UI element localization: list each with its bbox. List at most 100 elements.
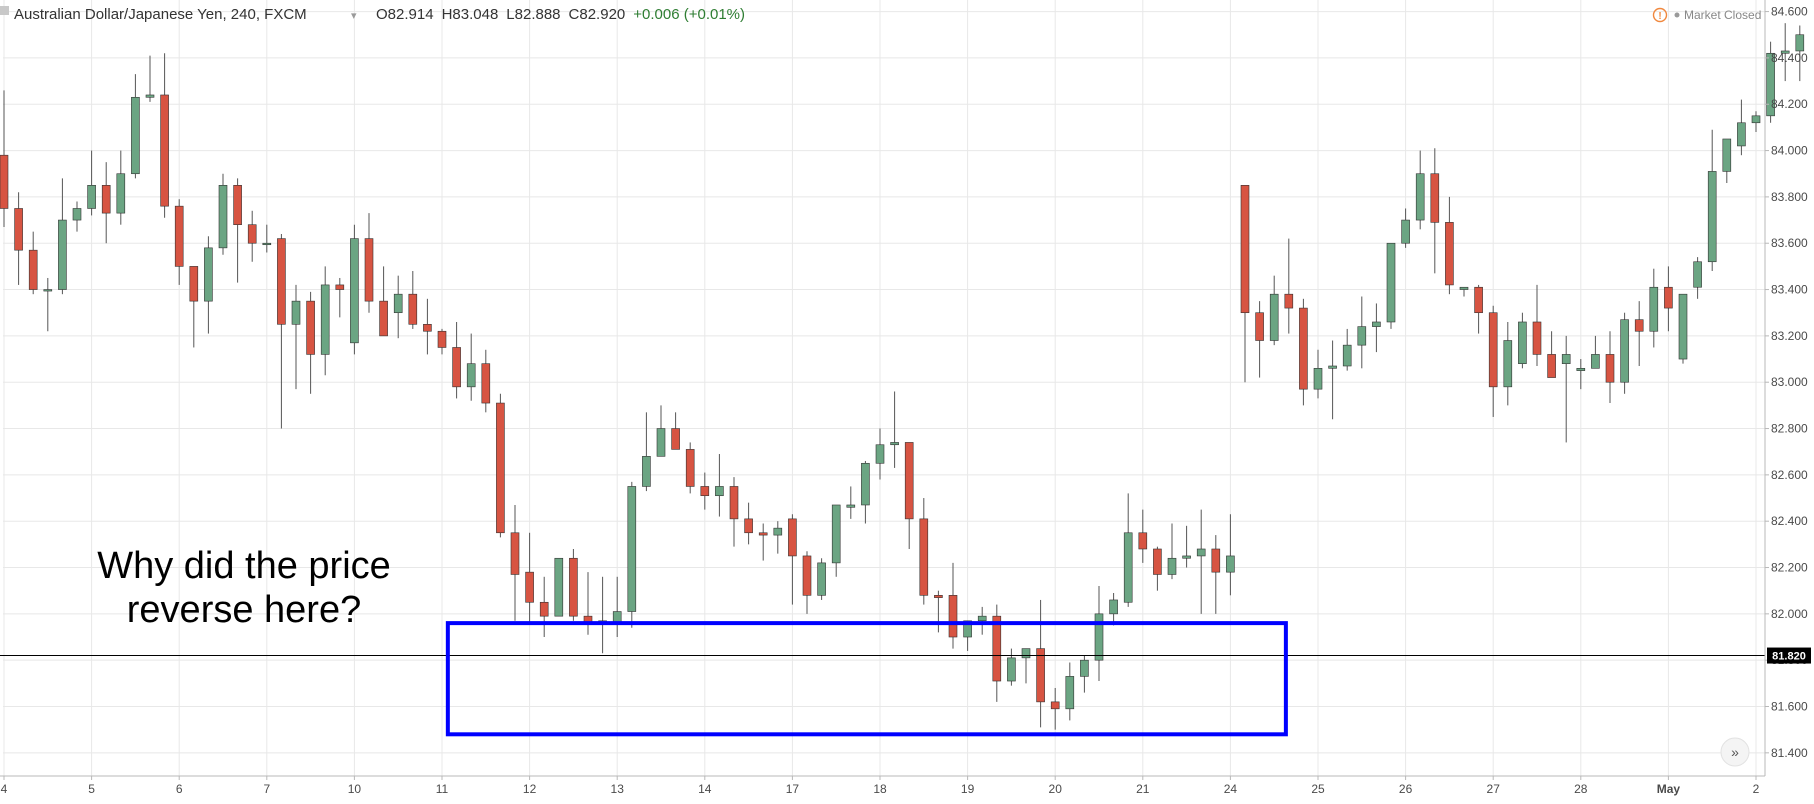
candle-body-up <box>656 428 666 457</box>
candle <box>1313 349 1323 399</box>
candle-body-down <box>1488 312 1498 388</box>
candle <box>1328 340 1337 420</box>
candle-body-up <box>393 293 403 314</box>
candle-body-up <box>1386 242 1396 323</box>
candle-body-up <box>831 504 841 564</box>
time-axis[interactable]: 4 5 6 7 10 11 12 13 14 17 18 19 20 21 24 25 26 27 28 May 2 <box>0 775 1765 796</box>
candle-body-down <box>481 363 491 404</box>
candle-body-down <box>1240 185 1250 314</box>
symbol-title[interactable]: Australian Dollar/Japanese Yen, 240, FXC… <box>14 6 307 23</box>
candle <box>1503 321 1513 406</box>
candle-body-down <box>1284 293 1294 309</box>
candle <box>934 590 943 633</box>
candle-body-down <box>1050 701 1060 710</box>
candle-body-down <box>423 323 432 332</box>
candle <box>1605 331 1615 404</box>
candle-body-up <box>817 562 826 596</box>
price-tick-label: 84.600 <box>1771 5 1808 19</box>
candle <box>510 504 520 621</box>
candle-body-up <box>350 238 359 344</box>
candle <box>1415 150 1425 230</box>
candle <box>1766 41 1775 123</box>
scroll-to-latest-button[interactable]: » <box>1720 737 1750 767</box>
candle-body-down <box>1211 548 1221 573</box>
candle <box>642 412 651 492</box>
candle-body-down <box>1532 321 1542 355</box>
time-tick-label: 26 <box>1399 782 1413 796</box>
open-value: 82.914 <box>388 6 434 23</box>
candle-body-down <box>569 557 578 617</box>
price-tick-label: 82.200 <box>1771 561 1808 575</box>
price-tick-label: 84.400 <box>1771 51 1808 65</box>
candle-body-up <box>204 247 213 302</box>
candle <box>233 178 242 283</box>
time-tick-label: 6 <box>176 782 183 796</box>
candle <box>1123 493 1133 607</box>
candle-body-down <box>525 571 534 603</box>
price-tick-label: 84.200 <box>1771 97 1808 111</box>
candle-body-down <box>1445 222 1454 286</box>
candle <box>58 178 67 295</box>
candle <box>1021 648 1031 684</box>
price-tick-label: 81.600 <box>1771 700 1808 714</box>
candle-body-up <box>1123 532 1133 603</box>
candle <box>1357 296 1367 369</box>
price-axis[interactable]: 84.600 84.400 84.200 84.000 83.800 83.600 83.4… <box>1764 0 1808 776</box>
candle-body-up <box>218 185 228 249</box>
candle-body-down <box>247 224 257 244</box>
chevron-down-icon[interactable]: ▾ <box>351 10 357 22</box>
annotation: Why did the price reverse here? <box>97 545 391 631</box>
candle-body-up <box>1780 50 1790 54</box>
double-chevron-right-icon[interactable]: » <box>1731 744 1739 760</box>
candle <box>1094 586 1104 682</box>
candle-body-up <box>1167 557 1177 575</box>
candle-body-down <box>1664 286 1673 309</box>
candle-body-up <box>1620 319 1629 383</box>
price-tick-label: 82.400 <box>1771 514 1808 528</box>
candle <box>452 321 461 399</box>
candle-body-up <box>1503 340 1513 388</box>
price-tick-label: 83.600 <box>1771 236 1808 250</box>
candle <box>715 454 724 517</box>
candle <box>1664 266 1673 332</box>
candle <box>350 224 359 355</box>
candle <box>1007 648 1016 686</box>
time-tick-label: 25 <box>1311 782 1325 796</box>
candle-body-up <box>320 284 330 355</box>
candle <box>1386 242 1396 329</box>
candle <box>919 498 929 605</box>
time-tick-label: 18 <box>873 782 887 796</box>
candle-body-up <box>715 486 724 497</box>
candle-body-down <box>802 555 812 596</box>
candle <box>1474 284 1483 334</box>
candle <box>1518 312 1527 369</box>
candle-body-up <box>554 557 564 617</box>
price-tick-label: 82.800 <box>1771 422 1808 436</box>
time-tick-label: 12 <box>523 782 537 796</box>
candle <box>1196 509 1206 614</box>
time-tick-label: 27 <box>1487 782 1501 796</box>
price-tick-label: 83.800 <box>1771 190 1808 204</box>
market-status-text: Market Closed <box>1684 8 1761 22</box>
candle-body-down <box>1547 354 1556 378</box>
candle-body-down <box>277 238 286 325</box>
candle <box>28 231 38 295</box>
candle <box>1080 655 1089 693</box>
candle-body-down <box>1634 319 1644 332</box>
candle-body-down <box>1605 354 1615 383</box>
high-label: H <box>442 6 453 23</box>
last-price-label: 81.820 <box>1772 651 1806 663</box>
scroll-button-bg[interactable] <box>1720 737 1750 767</box>
candle <box>1751 111 1761 133</box>
candle-body-up <box>87 185 96 209</box>
candle <box>101 162 111 244</box>
candle-body-down <box>160 94 169 207</box>
candle-body-up <box>291 300 301 325</box>
candle-body-down <box>744 518 753 534</box>
candle <box>1795 25 1805 82</box>
candle <box>977 606 987 635</box>
candle-body-down <box>28 249 38 290</box>
change-value: +0.006 (+0.01%) <box>633 6 745 23</box>
